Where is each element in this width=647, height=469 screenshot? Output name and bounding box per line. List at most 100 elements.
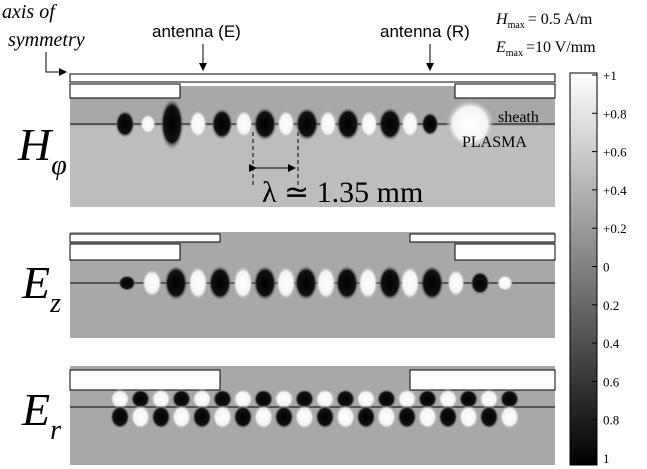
field-blob bbox=[140, 114, 156, 134]
e-max: Emax =10 V/mm bbox=[495, 39, 596, 59]
colorbar-tick-label: 1 bbox=[603, 451, 610, 466]
antenna-label: antenna (R) bbox=[380, 22, 470, 41]
field-blob bbox=[294, 389, 315, 409]
field-blob bbox=[188, 266, 208, 300]
field-blob bbox=[438, 405, 458, 429]
field-blob bbox=[130, 389, 151, 409]
field-blob bbox=[470, 271, 490, 295]
field-blob bbox=[376, 389, 397, 409]
colorbar-tick-label: +0.8 bbox=[603, 106, 627, 121]
field-blob bbox=[294, 265, 318, 301]
antenna-label: antenna (E) bbox=[152, 22, 241, 41]
field-blob bbox=[447, 269, 465, 297]
field-blob bbox=[479, 389, 499, 409]
field-blob bbox=[164, 265, 188, 301]
field-blob bbox=[397, 389, 417, 409]
field-blob bbox=[130, 405, 151, 429]
field-blob bbox=[276, 266, 296, 300]
field-blob bbox=[212, 389, 233, 409]
field-blob bbox=[316, 266, 336, 300]
field-blob bbox=[110, 389, 130, 409]
field-blob bbox=[110, 405, 130, 429]
field-blob bbox=[401, 110, 419, 138]
field-blob bbox=[479, 405, 499, 429]
field-blob bbox=[192, 405, 212, 429]
field-blob bbox=[335, 405, 356, 429]
wavelength-label: λ ≃ 1.35 mm bbox=[262, 176, 423, 209]
plasma-label: PLASMA bbox=[462, 134, 527, 151]
field-blob bbox=[212, 405, 233, 429]
field-blob bbox=[171, 389, 192, 409]
field-blob bbox=[115, 110, 135, 138]
field-blob bbox=[295, 107, 319, 141]
field-blob bbox=[319, 110, 337, 138]
field-blob bbox=[458, 405, 479, 429]
field-blob bbox=[253, 389, 274, 409]
field-blob bbox=[233, 389, 253, 409]
field-blob bbox=[233, 266, 253, 300]
field-blob bbox=[358, 266, 378, 300]
field-blob bbox=[356, 389, 376, 409]
colorbar-tick-label: 0.4 bbox=[603, 336, 620, 351]
field-blob bbox=[400, 266, 420, 300]
panel-label: Hφ bbox=[17, 119, 67, 181]
axis-label: axis of bbox=[2, 1, 57, 23]
colorbar-tick-label: 0.8 bbox=[603, 413, 619, 428]
field-blob bbox=[171, 405, 192, 429]
field-blob bbox=[192, 389, 212, 409]
field-blob bbox=[118, 275, 136, 291]
colorbar-tick-label: +0.2 bbox=[603, 221, 627, 236]
field-blob bbox=[378, 107, 402, 141]
field-blob bbox=[497, 275, 513, 291]
field-blob bbox=[315, 389, 335, 409]
field-blob bbox=[499, 405, 520, 429]
colorbar-tick-label: 0.2 bbox=[603, 298, 619, 313]
field-blob bbox=[417, 389, 438, 409]
field-blob bbox=[376, 405, 397, 429]
field-blob bbox=[274, 405, 294, 429]
field-blob bbox=[438, 389, 458, 409]
field-blob bbox=[458, 389, 479, 409]
field-blob bbox=[335, 265, 359, 301]
field-blob bbox=[142, 269, 162, 297]
field-blob bbox=[253, 405, 274, 429]
field-blob bbox=[151, 405, 171, 429]
field-blob bbox=[235, 110, 253, 138]
panel-label: Ez bbox=[21, 257, 61, 319]
field-blob bbox=[274, 389, 294, 409]
field-blob bbox=[160, 98, 184, 150]
field-blob bbox=[277, 110, 295, 138]
field-blob bbox=[360, 110, 378, 138]
colorbar-tick-label: +0.4 bbox=[603, 183, 627, 198]
field-blob bbox=[421, 112, 439, 136]
field-blob bbox=[397, 405, 417, 429]
h-max: Hmax = 0.5 A/m bbox=[495, 11, 593, 31]
axis-label: symmetry bbox=[8, 29, 85, 51]
field-blob bbox=[151, 389, 171, 409]
field-blob bbox=[189, 110, 207, 138]
field-blob bbox=[356, 405, 376, 429]
colorbar-ticks: +1 +0.8 +0.6 +0.4 +0.2 0 0.2 0.4 0.6 0.8 1 bbox=[592, 68, 627, 466]
field-blob bbox=[336, 107, 360, 141]
field-blob bbox=[208, 265, 232, 301]
field-blob bbox=[294, 405, 315, 429]
sheath-label: sheath bbox=[498, 109, 539, 126]
field-blob bbox=[253, 107, 277, 141]
field-pattern bbox=[110, 98, 520, 429]
field-blob bbox=[253, 265, 277, 301]
field-blob bbox=[499, 389, 520, 409]
colorbar-tick-label: 0.6 bbox=[603, 374, 620, 389]
field-blob bbox=[211, 108, 233, 140]
colorbar-tick-label: 0 bbox=[603, 260, 610, 275]
colorbar bbox=[569, 72, 598, 466]
field-blob bbox=[378, 265, 402, 301]
panel-label: Er bbox=[21, 384, 61, 446]
colorbar-tick-label: +1 bbox=[603, 68, 617, 83]
field-blob bbox=[233, 405, 253, 429]
colorbar-tick-label: +0.6 bbox=[603, 145, 627, 160]
field-blob bbox=[420, 265, 444, 301]
axis-arrow bbox=[45, 52, 67, 76]
field-blob bbox=[445, 99, 495, 149]
field-blob bbox=[417, 405, 438, 429]
